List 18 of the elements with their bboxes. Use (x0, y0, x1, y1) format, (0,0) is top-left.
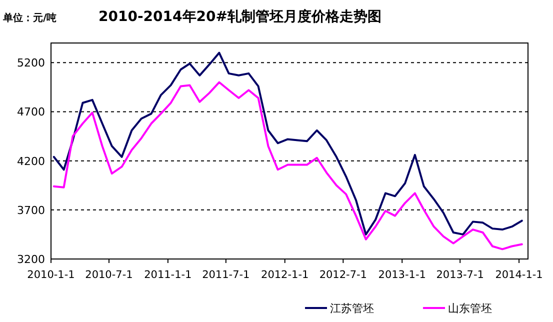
x-tick-label: 2014-1-1 (495, 269, 543, 281)
y-tick-label: 4700 (17, 106, 45, 119)
x-tick-label: 2012-7-1 (319, 269, 367, 281)
y-tick-label: 5200 (17, 56, 45, 70)
x-tick-label: 2013-7-1 (436, 269, 484, 281)
text: 单位：元/吨 (2, 12, 57, 24)
legend-label: 江苏管坯 (330, 302, 374, 315)
x-tick-label: 2010-7-1 (85, 269, 133, 281)
x-tick-label: 2010-1-1 (27, 269, 75, 281)
y-tick-label: 3200 (17, 253, 45, 266)
x-tick-label: 2011-1-1 (144, 269, 192, 281)
x-tick-label: 2013-1-1 (378, 269, 426, 281)
x-tick-label: 2011-7-1 (202, 269, 250, 281)
y-tick-label: 3700 (17, 204, 45, 217)
y-tick-label: 4200 (17, 154, 45, 168)
chart-title: 2010-2014年20#轧制管坯月度价格走势图 (98, 8, 382, 25)
legend-label: 山东管坯 (448, 302, 492, 315)
x-tick-label: 2012-1-1 (261, 269, 309, 281)
